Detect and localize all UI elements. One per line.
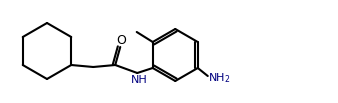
Text: NH$_2$: NH$_2$ [209, 71, 231, 85]
Text: NH: NH [131, 75, 148, 85]
Text: O: O [116, 33, 126, 46]
